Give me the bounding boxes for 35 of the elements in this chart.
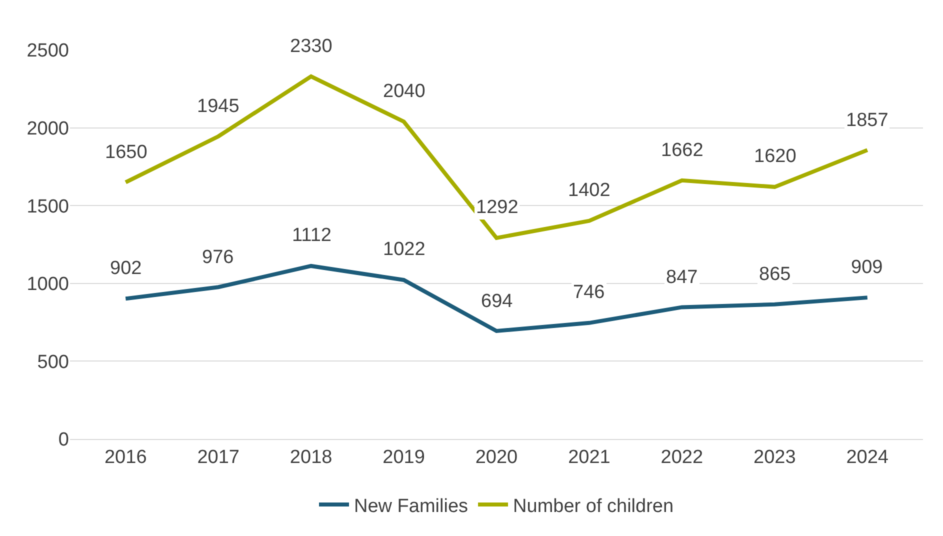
x-tick-label: 2019 (382, 446, 425, 468)
x-tick-label: 2023 (754, 446, 796, 468)
data-label: 1292 (476, 197, 518, 218)
data-label: 1857 (846, 110, 888, 131)
data-label: 1650 (105, 142, 148, 163)
data-label: 1945 (197, 96, 240, 117)
x-tick-label: 2024 (846, 446, 889, 468)
data-label: 902 (110, 258, 142, 279)
y-tick-label: 0 (58, 430, 69, 451)
x-tick-label: 2020 (475, 446, 518, 468)
data-label: 1620 (754, 146, 796, 167)
data-label: 847 (666, 267, 698, 288)
data-label: 746 (573, 282, 605, 303)
x-tick-label: 2018 (290, 446, 332, 468)
data-label: 976 (202, 247, 234, 268)
x-tick-label: 2017 (197, 446, 240, 468)
legend-label: Number of children (513, 496, 674, 517)
y-tick-label: 2500 (26, 40, 69, 62)
y-tick-label: 1000 (26, 274, 69, 296)
x-tick-label: 2022 (660, 446, 704, 468)
x-tick-label: 2021 (568, 446, 610, 468)
y-tick-label: 500 (37, 352, 69, 373)
data-label: 865 (759, 264, 791, 285)
data-label: 909 (851, 257, 883, 278)
legend-label: New Families (354, 496, 468, 517)
data-label: 694 (481, 291, 514, 312)
data-label: 1112 (292, 225, 332, 246)
x-tick-label: 2016 (104, 446, 147, 468)
data-label: 1022 (383, 239, 426, 260)
data-label: 2040 (383, 81, 426, 102)
data-label: 2330 (290, 36, 332, 57)
y-tick-label: 1500 (26, 196, 69, 218)
y-tick-label: 2000 (26, 118, 69, 140)
data-label: 1662 (661, 140, 704, 161)
data-label: 1402 (568, 180, 610, 201)
